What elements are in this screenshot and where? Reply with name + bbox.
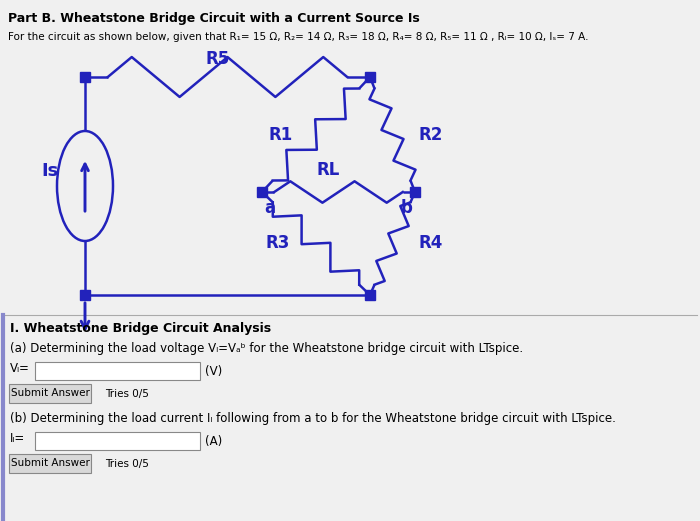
Text: (A): (A): [205, 435, 223, 448]
Text: a: a: [265, 199, 276, 217]
Text: For the circuit as shown below, given that R₁= 15 Ω, R₂= 14 Ω, R₃= 18 Ω, R₄= 8 Ω: For the circuit as shown below, given th…: [8, 32, 589, 42]
Text: RL: RL: [317, 161, 340, 179]
Text: (V): (V): [205, 365, 223, 378]
Text: Tries 0/5: Tries 0/5: [105, 458, 149, 468]
Text: Part B. Wheatstone Bridge Circuit with a Current Source Is: Part B. Wheatstone Bridge Circuit with a…: [8, 12, 420, 25]
Text: Tries 0/5: Tries 0/5: [105, 389, 149, 399]
Text: (a) Determining the load voltage Vₗ=Vₐᵇ for the Wheatstone bridge circuit with L: (a) Determining the load voltage Vₗ=Vₐᵇ …: [10, 342, 523, 355]
Text: Submit Answer: Submit Answer: [10, 389, 90, 399]
Text: b: b: [401, 199, 413, 217]
Text: R5: R5: [205, 50, 230, 68]
FancyBboxPatch shape: [35, 432, 200, 450]
FancyBboxPatch shape: [35, 362, 200, 380]
Text: R2: R2: [419, 126, 442, 143]
Text: R3: R3: [266, 234, 290, 253]
Text: Iₗ=: Iₗ=: [10, 432, 25, 445]
Text: R1: R1: [269, 126, 293, 143]
Text: (b) Determining the load current Iₗ following from a to b for the Wheatstone bri: (b) Determining the load current Iₗ foll…: [10, 412, 616, 425]
Text: Vₗ=: Vₗ=: [10, 362, 30, 375]
Text: Is: Is: [41, 162, 59, 180]
Text: Submit Answer: Submit Answer: [10, 458, 90, 468]
Text: R4: R4: [419, 234, 442, 253]
Text: I. Wheatstone Bridge Circuit Analysis: I. Wheatstone Bridge Circuit Analysis: [10, 322, 271, 335]
FancyBboxPatch shape: [9, 454, 91, 473]
FancyBboxPatch shape: [9, 384, 91, 403]
